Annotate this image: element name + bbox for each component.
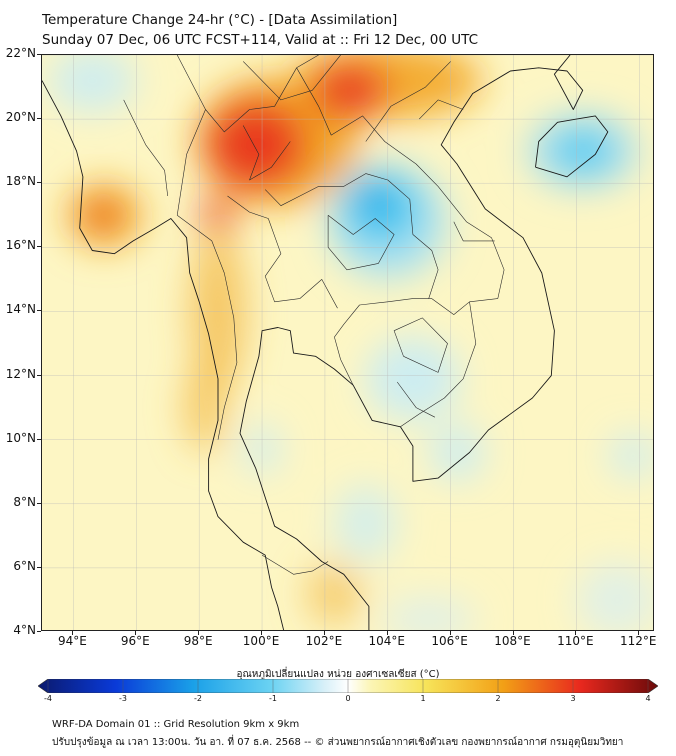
- lon-label-8: 110°E: [557, 634, 594, 648]
- lon-label-9: 112°E: [620, 634, 657, 648]
- anomaly-blob-8: [183, 362, 228, 453]
- anomaly-blob-9: [306, 561, 363, 626]
- lat-tick: [37, 182, 41, 184]
- lon-label-4: 102°E: [305, 634, 343, 648]
- lat-label-6: 10°N: [5, 430, 36, 445]
- footer-model-info: WRF-DA Domain 01 :: Grid Resolution 9km …: [52, 719, 300, 730]
- coastline-2: [535, 115, 609, 178]
- border-line-14: [418, 99, 464, 120]
- anomaly-blob-2: [205, 99, 307, 190]
- border-line-15: [453, 221, 495, 242]
- lon-tick: [261, 631, 263, 635]
- lon-tick: [198, 631, 200, 635]
- lat-label-2: 18°N: [5, 174, 36, 189]
- anomaly-blob-22: [576, 561, 653, 630]
- lat-tick: [37, 566, 41, 568]
- colorbar: [38, 679, 658, 693]
- coastline-0: [42, 80, 285, 630]
- lon-tick: [449, 631, 451, 635]
- title-block: Temperature Change 24-hr (°C) - [Data As…: [42, 10, 478, 50]
- lon-tick: [638, 631, 640, 635]
- border-line-13: [365, 61, 451, 142]
- lat-label-4: 14°N: [5, 302, 36, 317]
- border-line-1: [242, 55, 341, 101]
- lat-label-1: 20°N: [5, 110, 36, 125]
- lon-label-7: 108°E: [494, 634, 531, 648]
- anomaly-blob-14: [551, 128, 615, 174]
- border-line-10: [393, 317, 448, 373]
- border-line-4: [400, 301, 477, 428]
- chart-title: Temperature Change 24-hr (°C) - [Data As…: [42, 12, 398, 28]
- coastline-1: [239, 55, 584, 630]
- border-line-5: [177, 215, 238, 440]
- lat-label-3: 16°N: [5, 238, 36, 253]
- colorbar-label-6: 2: [495, 694, 501, 703]
- lat-tick: [37, 631, 41, 632]
- admin-borders: [123, 55, 505, 575]
- lon-tick: [386, 631, 388, 635]
- lon-tick: [512, 631, 514, 635]
- lon-tick: [575, 631, 577, 635]
- chart-subtitle: Sunday 07 Dec, 06 UTC FCST+114, Valid at…: [42, 32, 479, 48]
- border-line-6: [261, 554, 329, 575]
- lon-label-6: 106°E: [431, 634, 468, 648]
- lon-tick: [135, 631, 137, 635]
- lon-label-5: 104°E: [368, 634, 406, 648]
- colorbar-label-3: -1: [269, 694, 277, 703]
- colorbar-label-1: -3: [119, 694, 127, 703]
- colorbar-label-0: -4: [44, 694, 52, 703]
- lat-tick: [37, 310, 41, 312]
- graticule: [42, 55, 653, 630]
- lat-tick: [37, 246, 41, 248]
- lat-tick: [37, 374, 41, 376]
- lat-label-0: 22°N: [5, 46, 36, 60]
- map-canvas[interactable]: [42, 55, 654, 631]
- coastlines: [42, 55, 609, 630]
- lat-tick: [37, 54, 41, 55]
- lon-label-2: 98°E: [183, 634, 213, 648]
- anomaly-blob-3: [312, 61, 388, 120]
- colorbar-label-7: 3: [570, 694, 576, 703]
- border-line-2: [296, 67, 505, 386]
- lat-tick: [37, 118, 41, 120]
- lon-label-1: 96°E: [120, 634, 150, 648]
- colorbar-label-5: 1: [420, 694, 426, 703]
- anomaly-blob-21: [381, 596, 476, 630]
- colorbar-label-2: -2: [194, 694, 202, 703]
- lon-label-0: 94°E: [57, 634, 87, 648]
- border-line-3: [264, 173, 439, 299]
- anomaly-blob-4: [199, 196, 237, 235]
- anomaly-blob-15: [48, 55, 137, 113]
- lat-tick: [37, 438, 41, 440]
- anomaly-blob-12: [359, 184, 391, 214]
- lat-label-9: 4°N: [13, 623, 36, 637]
- lat-tick: [37, 502, 41, 504]
- lat-label-7: 8°N: [13, 494, 36, 509]
- anomaly-blob-17: [428, 423, 486, 482]
- colorbar-label-8: 4: [645, 694, 651, 703]
- border-line-12: [176, 109, 206, 216]
- border-line-11: [123, 99, 168, 197]
- border-line-8: [242, 125, 291, 181]
- lat-label-8: 6°N: [13, 558, 36, 573]
- anomaly-blob-20: [607, 433, 653, 479]
- temperature-field: [48, 55, 653, 630]
- footer-credit: ปรับปรุงข้อมูล ณ เวลา 13:00น. วัน อา. ที…: [52, 737, 624, 748]
- lon-label-3: 100°E: [242, 634, 280, 648]
- map-frame[interactable]: [41, 54, 654, 631]
- colorbar-title: อุณหภูมิเปลี่ยนแปลง หน่วย องศาเซลเซียส (…: [236, 669, 440, 680]
- border-line-7: [227, 195, 338, 309]
- anomaly-blob-16: [365, 337, 461, 421]
- lon-tick: [72, 631, 74, 635]
- lat-label-5: 12°N: [5, 366, 36, 381]
- anomaly-blob-6: [86, 200, 118, 230]
- colorbar-label-4: 0: [345, 694, 351, 703]
- border-line-16: [396, 381, 436, 418]
- border-line-9: [327, 215, 395, 271]
- lon-tick: [323, 631, 325, 635]
